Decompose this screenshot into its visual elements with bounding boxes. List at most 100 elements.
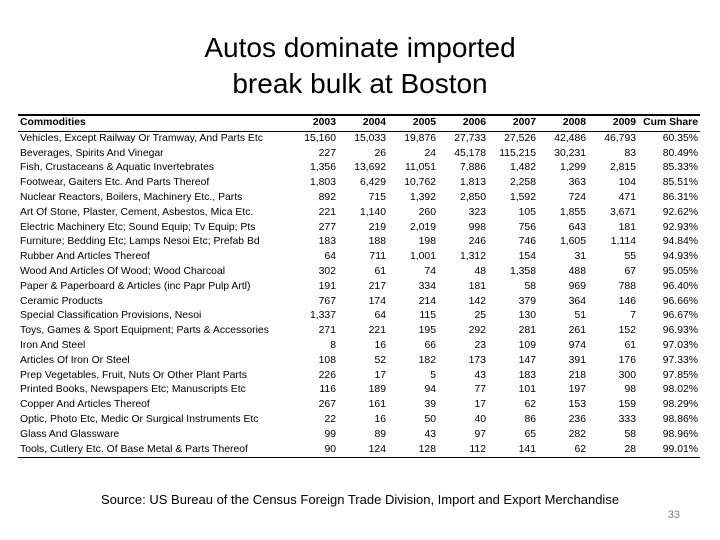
- value-cell: 161: [368, 399, 386, 411]
- commodity-name-cell: Nuclear Reactors, Boilers, Machinery Etc…: [20, 191, 243, 203]
- value-cell: 94.84%: [662, 236, 698, 248]
- commodity-name-cell: Ceramic Products: [20, 295, 103, 307]
- value-cell: 154: [518, 251, 536, 263]
- table-row: Copper And Articles Thereof 267 161 39 17 62 1…: [18, 398, 700, 413]
- table-row: Prep Vegetables, Fruit, Nuts Or Other Pl…: [18, 369, 700, 384]
- value-cell: 96.66%: [662, 295, 698, 307]
- value-cell: 27,526: [504, 132, 536, 144]
- value-cell: 115: [419, 310, 436, 322]
- value-cell: 363: [568, 177, 586, 189]
- value-cell: 13,692: [354, 162, 386, 174]
- value-cell: 197: [568, 384, 586, 396]
- table-row: Printed Books, Newspapers Etc; Manuscrip…: [18, 383, 700, 398]
- value-cell: 2,850: [459, 191, 486, 203]
- value-cell: 98.02%: [662, 384, 698, 396]
- value-cell: 1,855: [559, 206, 586, 218]
- table-row: Furniture; Bedding Etc; Lamps Nesoi Etc;…: [18, 235, 700, 250]
- commodity-name-cell: Art Of Stone, Plaster, Cement, Asbestos,…: [20, 206, 254, 218]
- value-cell: 188: [368, 236, 386, 248]
- value-cell: 16: [374, 339, 386, 351]
- value-cell: 281: [518, 325, 536, 337]
- value-cell: 89: [374, 428, 386, 440]
- value-cell: 195: [418, 325, 436, 337]
- value-cell: 62: [538, 442, 588, 459]
- value-cell: 8: [330, 339, 336, 351]
- value-cell: 10,762: [404, 177, 436, 189]
- value-cell: 147: [518, 354, 536, 366]
- value-cell: 51: [574, 310, 586, 322]
- commodities-table: Commodities 2003 2004 2005 2006 2007 2008 2009 C…: [18, 113, 700, 459]
- value-cell: 43: [474, 369, 486, 381]
- value-cell: 1,337: [309, 310, 336, 322]
- value-cell: 30,231: [554, 147, 586, 159]
- value-cell: 1,482: [509, 162, 536, 174]
- value-cell: 98.96%: [662, 428, 698, 440]
- value-cell: 109: [518, 339, 536, 351]
- value-cell: 334: [418, 280, 436, 292]
- value-cell: 379: [518, 295, 536, 307]
- value-cell: 80.49%: [662, 147, 698, 159]
- header-col-2: 2004: [338, 113, 388, 132]
- value-cell: 101: [518, 384, 536, 396]
- value-cell: 767: [318, 295, 336, 307]
- value-cell: 74: [424, 265, 436, 277]
- commodity-name-cell: Furniture; Bedding Etc; Lamps Nesoi Etc;…: [20, 236, 260, 248]
- value-cell: 159: [618, 399, 636, 411]
- value-cell: 300: [618, 369, 636, 381]
- value-cell: 153: [568, 399, 586, 411]
- value-cell: 97: [474, 428, 486, 440]
- value-cell: 39: [424, 399, 436, 411]
- commodities-table-container: Commodities 2003 2004 2005 2006 2007 2008 2009 C…: [18, 113, 700, 459]
- value-cell: 92.93%: [662, 221, 698, 233]
- value-cell: 31: [574, 251, 586, 263]
- table-row: Nuclear Reactors, Boilers, Machinery Etc…: [18, 191, 700, 206]
- value-cell: 112: [438, 442, 488, 459]
- value-cell: 173: [468, 354, 486, 366]
- header-col-4: 2006: [438, 113, 488, 132]
- value-cell: 1,001: [409, 251, 436, 263]
- value-cell: 969: [568, 280, 586, 292]
- value-cell: 221: [318, 206, 336, 218]
- value-cell: 292: [468, 325, 486, 337]
- value-cell: 17: [474, 399, 486, 411]
- value-cell: 267: [318, 399, 336, 411]
- commodity-name-cell: Copper And Articles Thereof: [20, 399, 150, 411]
- value-cell: 96.67%: [662, 310, 698, 322]
- value-cell: 22: [324, 413, 336, 425]
- value-cell: 1,592: [509, 191, 536, 203]
- header-commodities: Commodities: [18, 113, 288, 132]
- value-cell: 2,258: [509, 177, 536, 189]
- value-cell: 277: [318, 221, 336, 233]
- value-cell: 141: [488, 442, 538, 459]
- value-cell: 61: [624, 339, 636, 351]
- value-cell: 58: [624, 428, 636, 440]
- table-row: Vehicles, Except Railway Or Tramway, And…: [18, 131, 700, 146]
- value-cell: 974: [568, 339, 586, 351]
- table-row: Tools, Cutlery Etc. Of Base Metal & Part…: [18, 442, 700, 459]
- value-cell: 124: [338, 442, 388, 459]
- value-cell: 16: [374, 413, 386, 425]
- table-body: Vehicles, Except Railway Or Tramway, And…: [18, 131, 700, 459]
- value-cell: 183: [518, 369, 536, 381]
- source-note: Source: US Bureau of the Census Foreign …: [100, 492, 620, 507]
- value-cell: 96.93%: [662, 325, 698, 337]
- value-cell: 23: [474, 339, 486, 351]
- header-col-3: 2005: [388, 113, 438, 132]
- value-cell: 105: [518, 206, 536, 218]
- table-row: Electric Machinery Etc; Sound Equip; Tv …: [18, 221, 700, 236]
- value-cell: 104: [618, 177, 636, 189]
- value-cell: 98: [624, 384, 636, 396]
- table-row: Optic, Photo Etc, Medic Or Surgical Inst…: [18, 413, 700, 428]
- value-cell: 1,392: [409, 191, 436, 203]
- value-cell: 96.40%: [662, 280, 698, 292]
- value-cell: 27,733: [454, 132, 486, 144]
- value-cell: 181: [468, 280, 486, 292]
- value-cell: 98.86%: [662, 413, 698, 425]
- value-cell: 97.33%: [662, 354, 698, 366]
- value-cell: 1,813: [459, 177, 486, 189]
- value-cell: 3,671: [609, 206, 636, 218]
- value-cell: 24: [424, 147, 436, 159]
- commodity-name-cell: Vehicles, Except Railway Or Tramway, And…: [20, 132, 263, 144]
- value-cell: 1,356: [309, 162, 336, 174]
- value-cell: 998: [468, 221, 486, 233]
